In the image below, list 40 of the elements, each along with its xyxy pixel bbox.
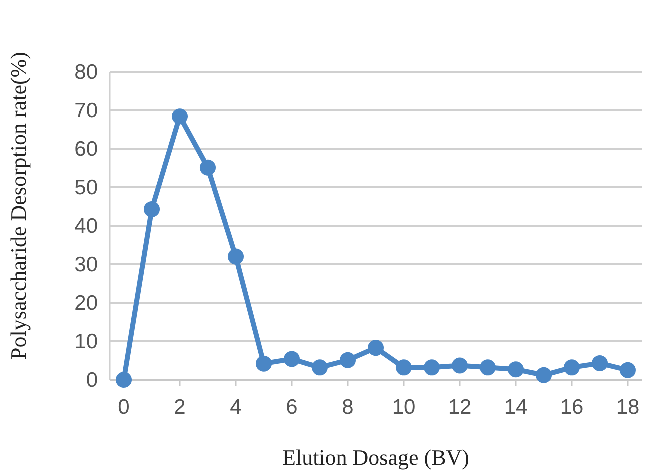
- point: [396, 360, 412, 376]
- point: [228, 248, 244, 265]
- x-tick-label: 14: [504, 396, 528, 419]
- point: [592, 355, 608, 372]
- point: [116, 372, 132, 388]
- x-tick-label: 16: [560, 396, 584, 419]
- point: [368, 340, 384, 356]
- point: [340, 352, 356, 368]
- y-tick-label: 10: [74, 330, 98, 354]
- point: [424, 360, 440, 376]
- y-tick-label: 50: [74, 176, 98, 200]
- point: [620, 362, 636, 378]
- point: [256, 356, 272, 372]
- x-tick-label: 4: [230, 396, 242, 419]
- y-tick-label: 30: [74, 254, 98, 276]
- y-tick-label: 70: [74, 100, 98, 122]
- x-tick-label: 18: [616, 396, 640, 419]
- x-tick-label: 0: [118, 396, 130, 419]
- point: [508, 362, 524, 378]
- y-tick-label: 40: [74, 215, 98, 238]
- point: [536, 367, 552, 384]
- point: [480, 360, 496, 376]
- point: [452, 358, 468, 374]
- point: [172, 108, 188, 125]
- x-tick-label: 12: [448, 396, 472, 419]
- point: [564, 360, 580, 376]
- x-tick-label: 2: [174, 396, 186, 419]
- y-tick-label: 80: [74, 61, 98, 84]
- x-axis-title: Elution Dosage (BV): [282, 445, 470, 470]
- y-axis-title: Polysaccharide Desorption rate(%): [6, 52, 31, 360]
- x-tick-label: 8: [342, 396, 354, 419]
- point: [144, 201, 160, 218]
- y-tick-label: 60: [74, 138, 98, 161]
- x-tick-label: 10: [392, 396, 416, 419]
- point: [284, 351, 300, 368]
- point: [312, 360, 328, 376]
- x-tick-label: 6: [286, 396, 298, 419]
- point: [200, 160, 216, 176]
- y-tick-label: 20: [74, 292, 98, 315]
- y-tick-label: 0: [86, 369, 98, 392]
